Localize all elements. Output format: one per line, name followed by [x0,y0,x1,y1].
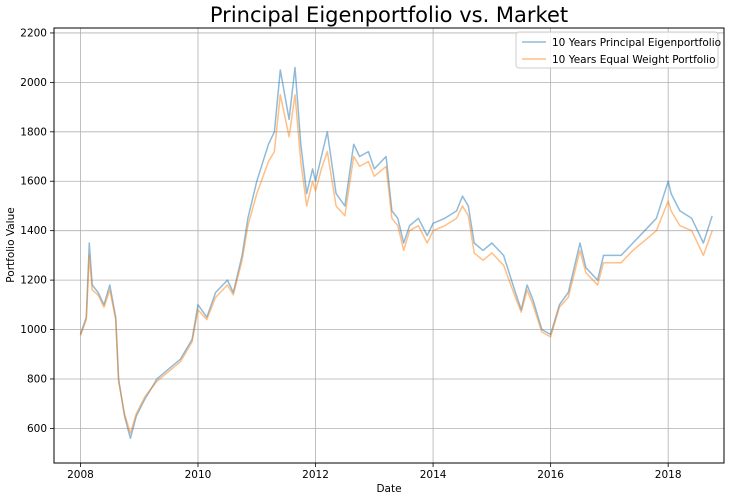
x-tick-label: 2016 [537,469,564,481]
y-tick-label: 2200 [20,27,47,39]
y-tick-label: 600 [27,423,47,435]
y-tick-label: 1200 [20,275,47,287]
legend-label-1: 10 Years Equal Weight Portfolio [552,54,716,66]
x-axis: 2008 2010 2012 2014 2016 2018 [67,463,682,481]
grid [54,28,724,463]
x-tick-label: 2010 [185,469,212,481]
x-tick-label: 2018 [655,469,682,481]
series-line-1 [79,93,713,435]
series-layer [79,66,713,440]
y-tick-label: 1000 [20,324,47,336]
x-tick-label: 2012 [302,469,329,481]
legend-box [515,31,719,69]
plot-frame [53,27,725,464]
x-tick-label: 2008 [67,469,94,481]
y-tick-label: 1400 [20,225,47,237]
x-tick-label: 2014 [420,469,447,481]
legend-label-0: 10 Years Principal Eigenportfolio [552,37,721,49]
y-tick-label: 800 [27,373,47,385]
plot-background [54,28,724,463]
y-axis: 600 800 1000 1200 1400 1600 1800 2000 2200 [20,27,54,435]
x-axis-label: Date [376,483,401,495]
y-axis-label: Portfolio Value [5,207,17,282]
y-tick-label: 1800 [20,126,47,138]
legend: 10 Years Principal Eigenportfolio 10 Yea… [515,31,721,69]
y-tick-label: 1600 [20,176,47,188]
chart-title: Principal Eigenportfolio vs. Market [209,3,569,27]
y-tick-label: 2000 [20,77,47,89]
